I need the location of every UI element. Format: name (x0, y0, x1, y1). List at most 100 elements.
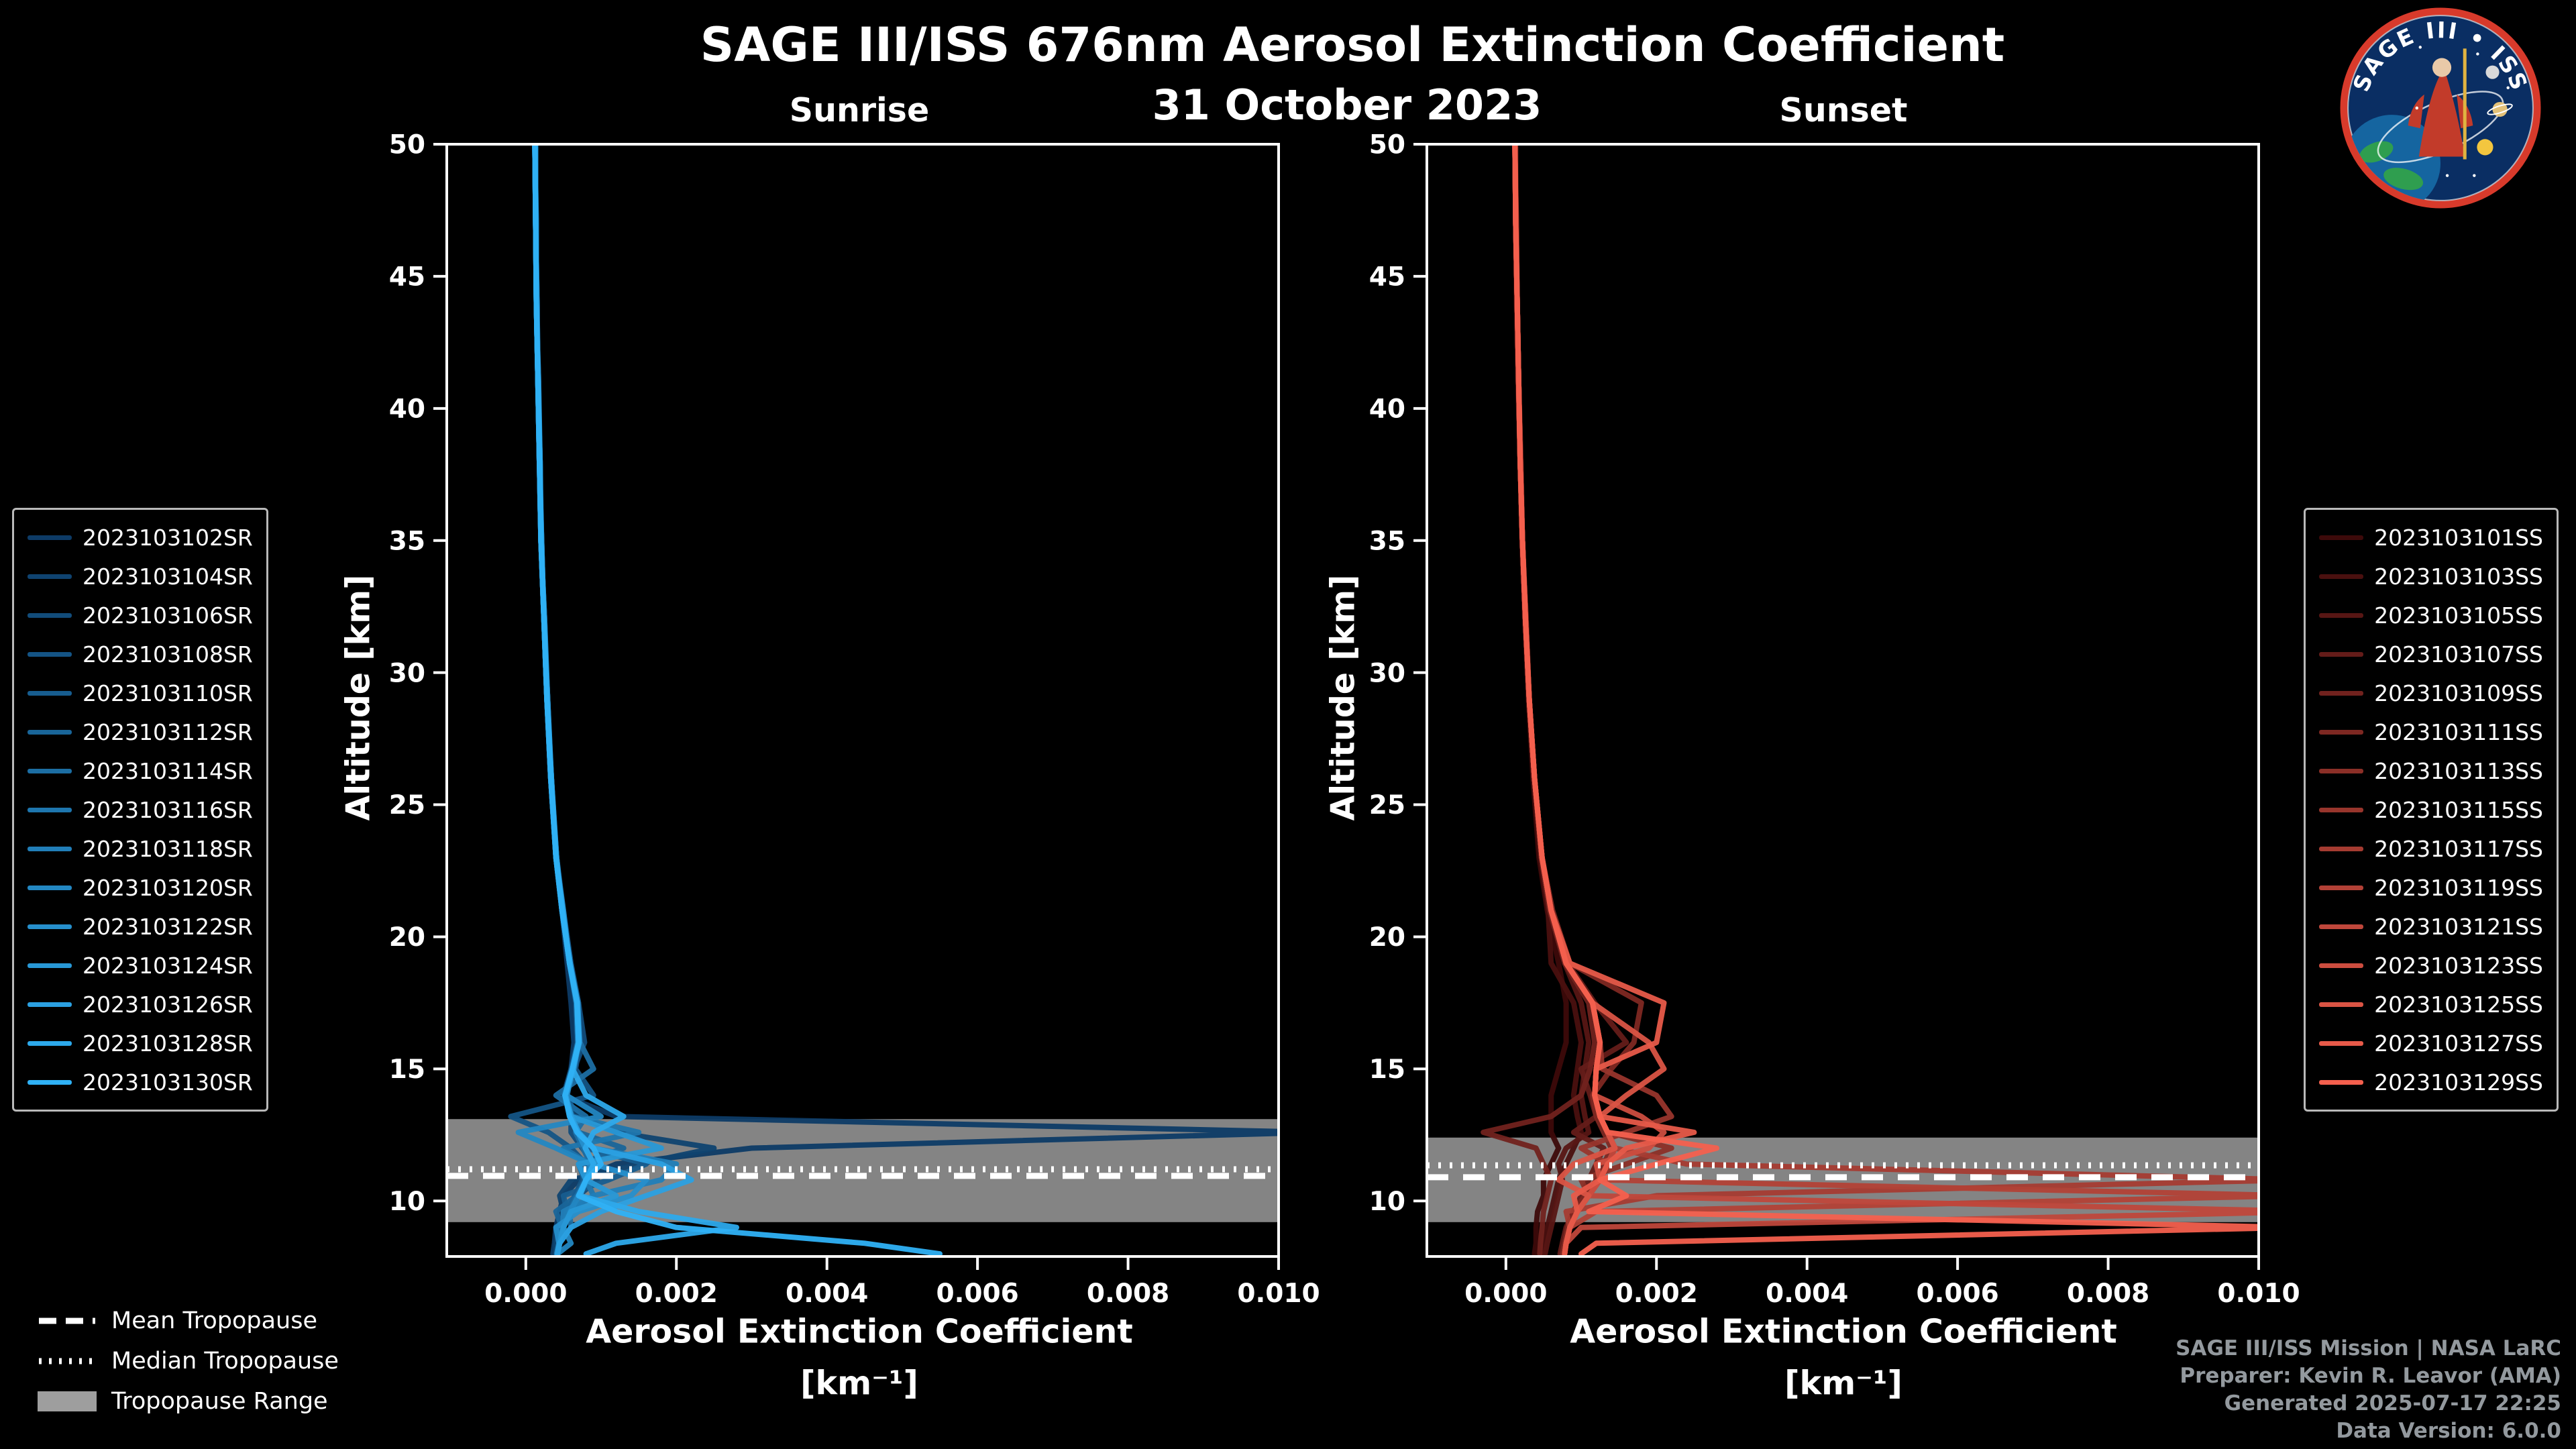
profile-line (1512, 144, 1697, 1256)
legend-swatch (2319, 535, 2364, 540)
legend-swatch (28, 1079, 72, 1085)
profile-line (1513, 144, 1629, 1256)
legend-label: 2023103104SR (83, 563, 253, 590)
sunrise-event-legend: 2023103102SR 2023103104SR 2023103106SR 2023… (12, 508, 268, 1112)
y-axis-label-sunset: Altitude [km] (1324, 574, 1362, 821)
legend-item: 2023103108SR (28, 635, 253, 674)
legend-swatch (2319, 963, 2364, 968)
median-tropopause-label: Median Tropopause (111, 1348, 339, 1375)
legend-item: 2023103124SR (28, 946, 253, 985)
legend-swatch (28, 924, 72, 929)
legend-label: 2023103111SS (2374, 718, 2543, 745)
panel-title-sunset: Sunset (1779, 91, 1908, 129)
legend-swatch (28, 729, 72, 735)
legend-label: 2023103118SR (83, 835, 253, 862)
legend-label: 2023103101SS (2374, 524, 2543, 551)
legend-swatch (28, 807, 72, 812)
legend-swatch (2319, 1079, 2364, 1085)
credit-line: Data Version: 6.0.0 (2336, 1419, 2561, 1443)
legend-item: 2023103118SR (28, 829, 253, 868)
legend-swatch (28, 574, 72, 579)
legend-item: 2023103128SR (28, 1024, 253, 1063)
x-tick-label: 0.000 (484, 1279, 567, 1309)
y-tick-label: 20 (1369, 922, 1405, 953)
y-tick-label: 10 (389, 1187, 425, 1217)
tropopause-legend: Mean Tropopause Median Tropopause Tropop… (38, 1304, 339, 1425)
profile-line (1512, 144, 1569, 1256)
legend-swatch (28, 535, 72, 540)
legend-item: 2023103112SR (28, 712, 253, 751)
x-tick-label: 0.008 (1087, 1279, 1169, 1309)
legend-label: 2023103130SR (83, 1069, 253, 1095)
profile-line (1512, 144, 1644, 1256)
y-tick-label: 40 (389, 394, 425, 424)
legend-label: 2023103107SS (2374, 641, 2543, 667)
legend-swatch (2319, 612, 2364, 618)
legend-swatch (28, 963, 72, 968)
x-tick-label: 0.004 (1766, 1279, 1848, 1309)
legend-label: 2023103105SS (2374, 602, 2543, 629)
y-tick-label: 25 (389, 790, 425, 820)
legend-swatch (2319, 574, 2364, 579)
legend-item: 2023103116SR (28, 790, 253, 829)
credits: SAGE III/ISS Mission | NASA LaRC Prepare… (2176, 1335, 2561, 1445)
legend-label: 2023103128SR (83, 1030, 253, 1057)
legend-label: 2023103110SR (83, 680, 253, 706)
profile-line (532, 144, 943, 1256)
robed-figure-icon (2418, 74, 2465, 157)
legend-label: 2023103126SR (83, 991, 253, 1018)
legend-label: 2023103116SR (83, 796, 253, 823)
x-tick-label: 0.002 (635, 1279, 718, 1309)
profile-line (532, 144, 680, 1256)
legend-label: 2023103127SS (2374, 1030, 2543, 1057)
legend-label: 2023103112SR (83, 718, 253, 745)
legend-item: 2023103115SS (2319, 790, 2543, 829)
plot-area (1427, 144, 2259, 1256)
x-tick-label: 0.002 (1615, 1279, 1698, 1309)
legend-label: 2023103109SS (2374, 680, 2543, 706)
credit-line: SAGE III/ISS Mission | NASA LaRC (2176, 1336, 2561, 1360)
y-tick-label: 30 (389, 658, 425, 688)
legend-label: 2023103123SS (2374, 952, 2543, 979)
mean-tropopause-label: Mean Tropopause (111, 1307, 318, 1334)
legend-label: 2023103119SS (2374, 874, 2543, 901)
x-axis-unit-sunset: [km⁻¹] (1784, 1364, 1902, 1403)
y-tick-label: 35 (389, 526, 425, 556)
y-tick-label: 15 (1369, 1055, 1405, 1085)
legend-label: 2023103115SS (2374, 796, 2543, 823)
profile-line (532, 144, 717, 1256)
legend-swatch (2319, 924, 2364, 929)
legend-swatch (28, 651, 72, 657)
x-axis-label-sunset: Aerosol Extinction Coefficient (1570, 1312, 2117, 1351)
moon-icon (2485, 65, 2500, 79)
x-axis-unit-sunrise: [km⁻¹] (800, 1364, 918, 1403)
tropopause-legend-item: Mean Tropopause (38, 1304, 339, 1338)
legend-item: 2023103126SR (28, 985, 253, 1024)
legend-item: 2023103105SS (2319, 596, 2543, 635)
legend-label: 2023103106SR (83, 602, 253, 629)
legend-swatch (2319, 651, 2364, 657)
x-tick-label: 0.006 (936, 1279, 1018, 1309)
legend-item: 2023103107SS (2319, 635, 2543, 674)
x-tick-label: 0.000 (1464, 1279, 1547, 1309)
legend-swatch (2319, 1040, 2364, 1046)
legend-swatch (2319, 885, 2364, 890)
axes-frame (1426, 143, 2260, 1258)
legend-swatch (28, 768, 72, 773)
x-tick-label: 0.006 (1916, 1279, 1998, 1309)
legend-item: 2023103127SS (2319, 1024, 2543, 1063)
y-tick-label: 45 (389, 262, 425, 292)
y-tick-label: 50 (389, 130, 425, 160)
sunset-event-legend: 2023103101SS 2023103103SS 2023103105SS 2023… (2304, 508, 2559, 1112)
legend-label: 2023103108SR (83, 641, 253, 667)
y-tick-label: 50 (1369, 130, 1405, 160)
legend-item: 2023103117SS (2319, 829, 2543, 868)
legend-label: 2023103114SR (83, 757, 253, 784)
x-tick-label: 0.008 (2067, 1279, 2149, 1309)
legend-item: 2023103110SR (28, 674, 253, 712)
legend-item: 2023103120SR (28, 868, 253, 907)
profile-line (1512, 144, 2259, 1256)
credit-line: Generated 2025-07-17 22:25 (2224, 1391, 2561, 1415)
date-subtitle: 31 October 2023 (1152, 80, 1542, 129)
legend-item: 2023103122SR (28, 907, 253, 946)
